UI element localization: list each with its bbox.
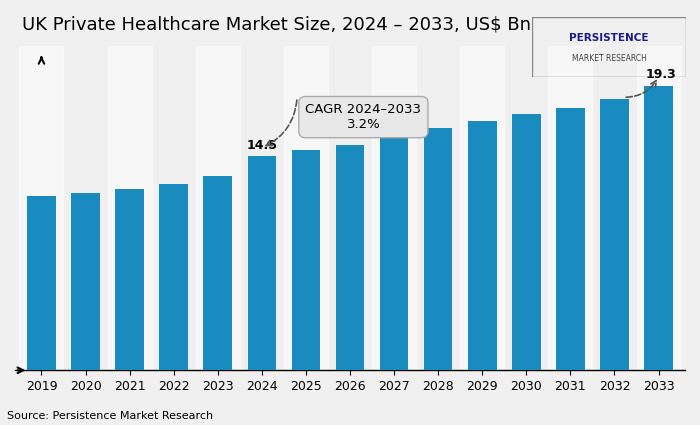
Text: PERSISTENCE: PERSISTENCE [569, 33, 649, 43]
Bar [424, 128, 452, 370]
Bar [71, 193, 100, 370]
Bar [468, 121, 496, 370]
Bar [27, 196, 56, 370]
Bar [160, 184, 188, 370]
Bar [336, 144, 364, 370]
Text: 19.3: 19.3 [645, 68, 676, 81]
Bar [292, 150, 320, 370]
Bar [460, 45, 504, 370]
Bar [556, 108, 584, 370]
Bar [284, 45, 328, 370]
Text: 14.5: 14.5 [246, 139, 277, 152]
Text: UK Private Healthcare Market Size, 2024 – 2033, US$ Bn: UK Private Healthcare Market Size, 2024 … [22, 15, 531, 33]
Text: Source: Persistence Market Research: Source: Persistence Market Research [7, 411, 213, 421]
Bar [372, 45, 416, 370]
Text: CAGR 2024–2033
3.2%: CAGR 2024–2033 3.2% [305, 103, 421, 131]
Bar [636, 45, 680, 370]
Bar [116, 189, 144, 370]
Bar [20, 45, 64, 370]
Bar [600, 99, 629, 370]
Bar [548, 45, 592, 370]
Bar [248, 156, 276, 370]
Bar [644, 85, 673, 370]
Bar [196, 45, 240, 370]
Bar [204, 176, 232, 370]
Bar [380, 136, 408, 370]
Bar [108, 45, 152, 370]
Bar [512, 113, 540, 370]
Text: MARKET RESEARCH: MARKET RESEARCH [572, 54, 646, 63]
